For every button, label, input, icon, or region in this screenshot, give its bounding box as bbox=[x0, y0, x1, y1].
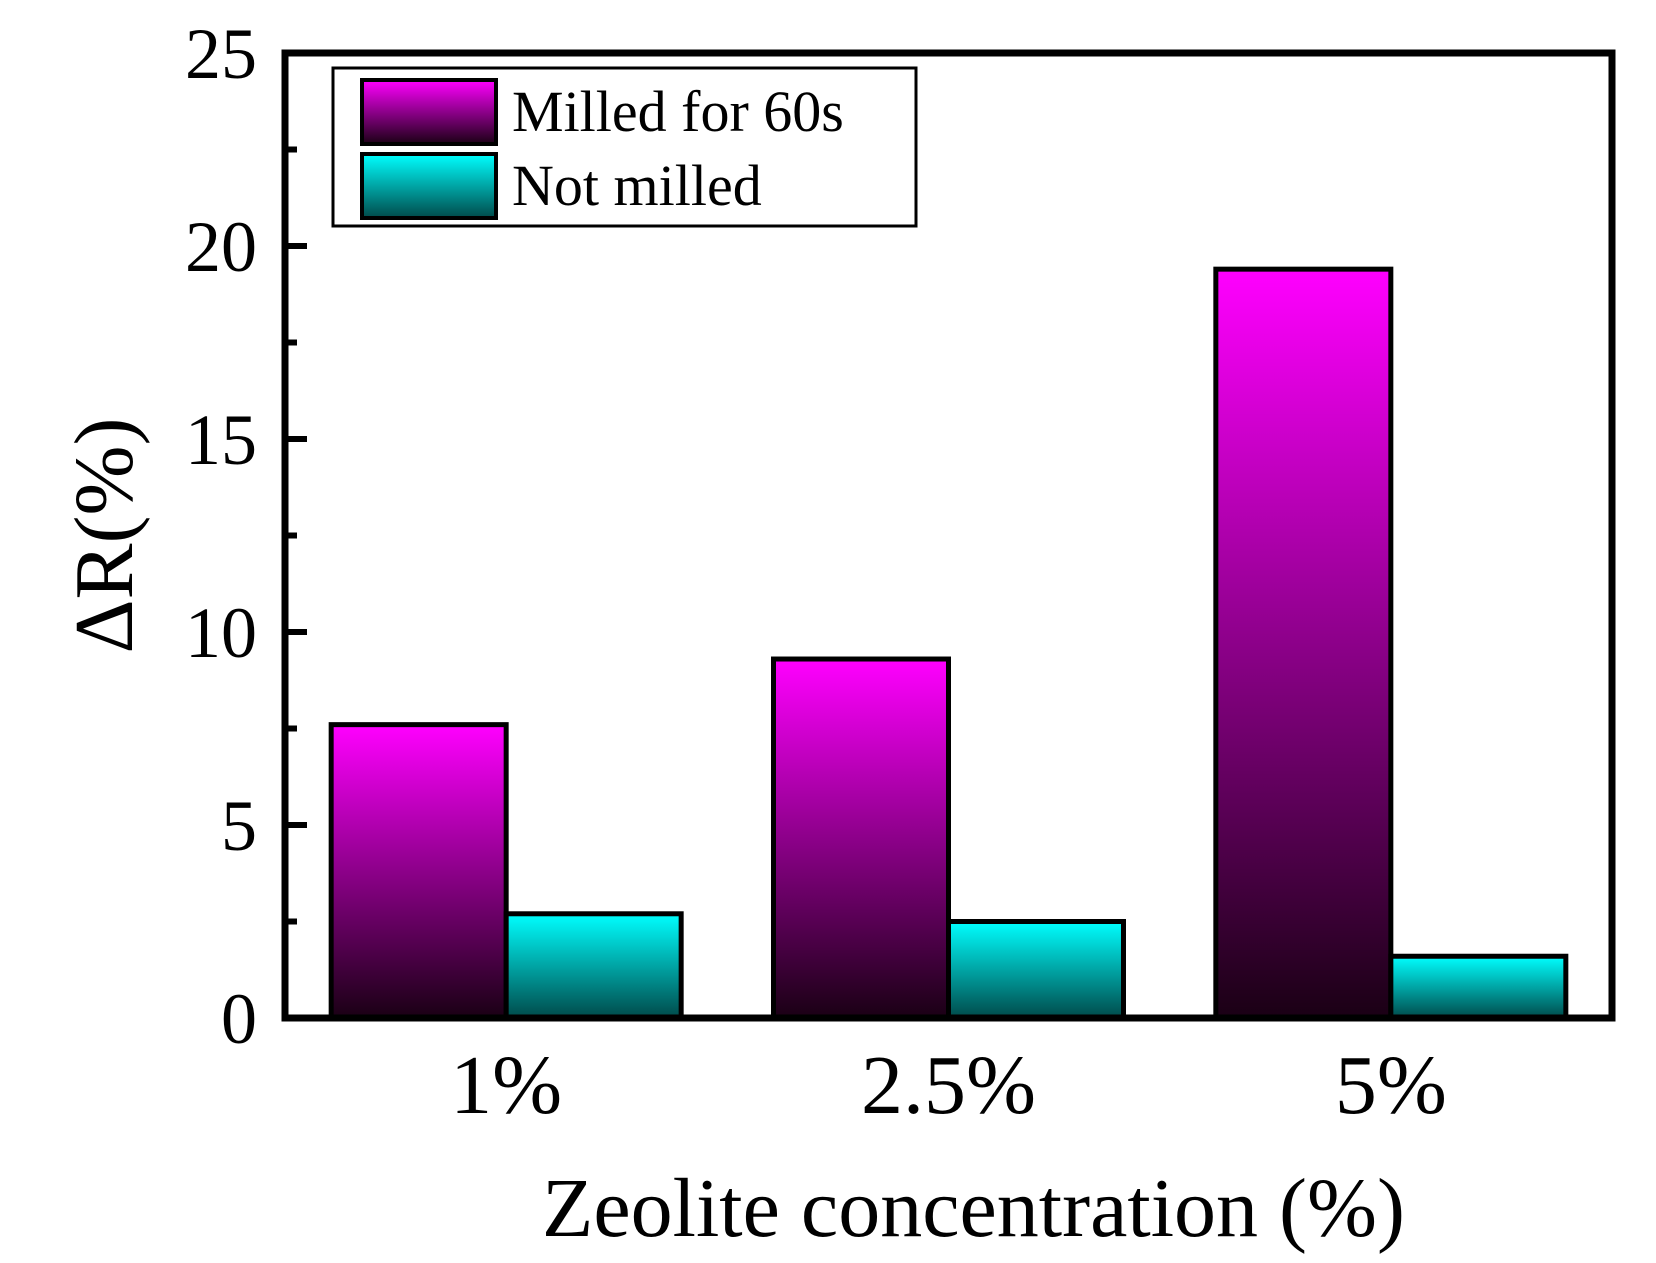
y-tick-label: 20 bbox=[185, 207, 257, 287]
x-tick-label: 5% bbox=[1335, 1039, 1447, 1132]
x-tick-label: 1% bbox=[450, 1039, 562, 1132]
y-tick-label: 10 bbox=[185, 593, 257, 673]
y-tick-label: 0 bbox=[221, 979, 257, 1059]
x-axis-title: Zeolite concentration (%) bbox=[542, 1162, 1405, 1255]
bar-not-milled-2-5pct bbox=[946, 919, 1126, 1021]
legend-swatch-not-milled bbox=[360, 152, 498, 220]
legend-label-milled: Milled for 60s bbox=[512, 79, 844, 144]
bar-milled-1pct bbox=[328, 722, 509, 1021]
x-tick-label: 2.5% bbox=[861, 1039, 1036, 1132]
bars-layer bbox=[328, 266, 1569, 1021]
bar-not-milled-1pct bbox=[503, 911, 684, 1021]
y-axis-title: ΔR(%) bbox=[58, 418, 151, 654]
bar-milled-5pct bbox=[1213, 266, 1394, 1021]
y-tick-label: 5 bbox=[221, 786, 257, 866]
axes-layer bbox=[281, 49, 1616, 1022]
labels-layer: 1% 2.5% 5% 0 5 10 15 20 25 Zeolite concentration … bbox=[58, 14, 1447, 1255]
legend-swatch-milled bbox=[360, 78, 498, 146]
bar-not-milled-5pct bbox=[1388, 953, 1569, 1021]
y-tick-label: 25 bbox=[185, 14, 257, 94]
bar-milled-2-5pct bbox=[771, 656, 951, 1021]
legend: Milled for 60s Not milled bbox=[331, 66, 918, 228]
y-tick-label: 15 bbox=[185, 400, 257, 480]
legend-label-not-milled: Not milled bbox=[512, 153, 762, 218]
